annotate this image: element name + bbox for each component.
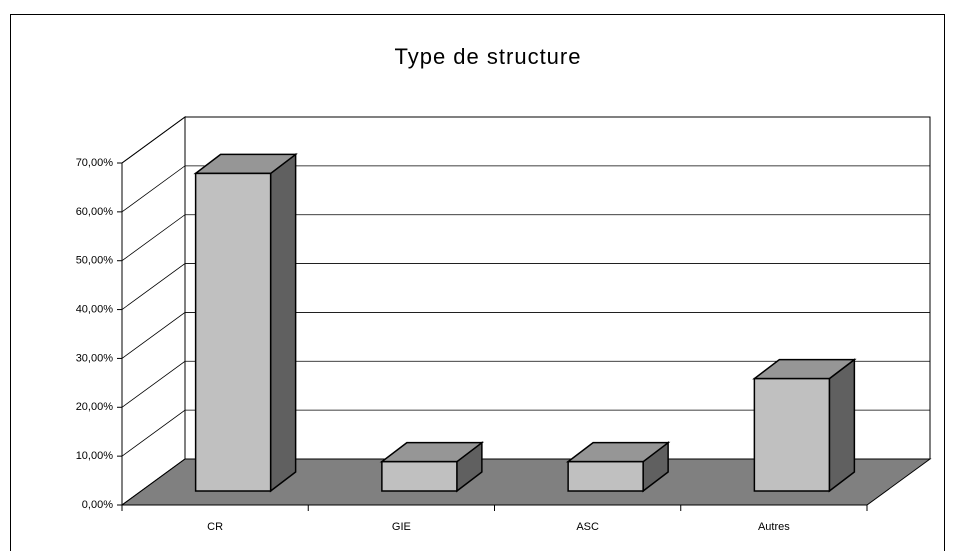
bar-side (269, 152, 297, 493)
y-tick-label: 0,00% (82, 499, 113, 511)
bar (381, 460, 458, 492)
grid-line (121, 458, 930, 506)
grid-line (121, 165, 930, 213)
bar (753, 377, 831, 492)
y-tick-label: 40,00% (76, 303, 114, 315)
y-tick-label: 50,00% (76, 255, 114, 267)
x-tick-label: CR (207, 521, 223, 533)
grid-line (121, 409, 930, 457)
x-tick-label: Autres (758, 521, 790, 533)
y-tick-label: 60,00% (76, 206, 114, 218)
grid-line (121, 312, 930, 359)
grid-line (121, 360, 930, 408)
bar (194, 172, 272, 492)
chart-title: Type de structure (395, 44, 582, 69)
y-tick-label: 30,00% (76, 352, 114, 364)
x-tick-label: GIE (392, 521, 411, 533)
y-tick-label: 70,00% (76, 157, 114, 169)
grid-line (121, 116, 930, 164)
x-tick-label: ASC (576, 521, 599, 533)
bar (567, 460, 644, 492)
y-tick-label: 20,00% (76, 401, 114, 413)
grid-line (121, 214, 930, 262)
side-wall (121, 116, 186, 506)
y-tick-label: 10,00% (76, 450, 114, 462)
bar-side (828, 358, 856, 493)
grid-line (121, 263, 930, 310)
